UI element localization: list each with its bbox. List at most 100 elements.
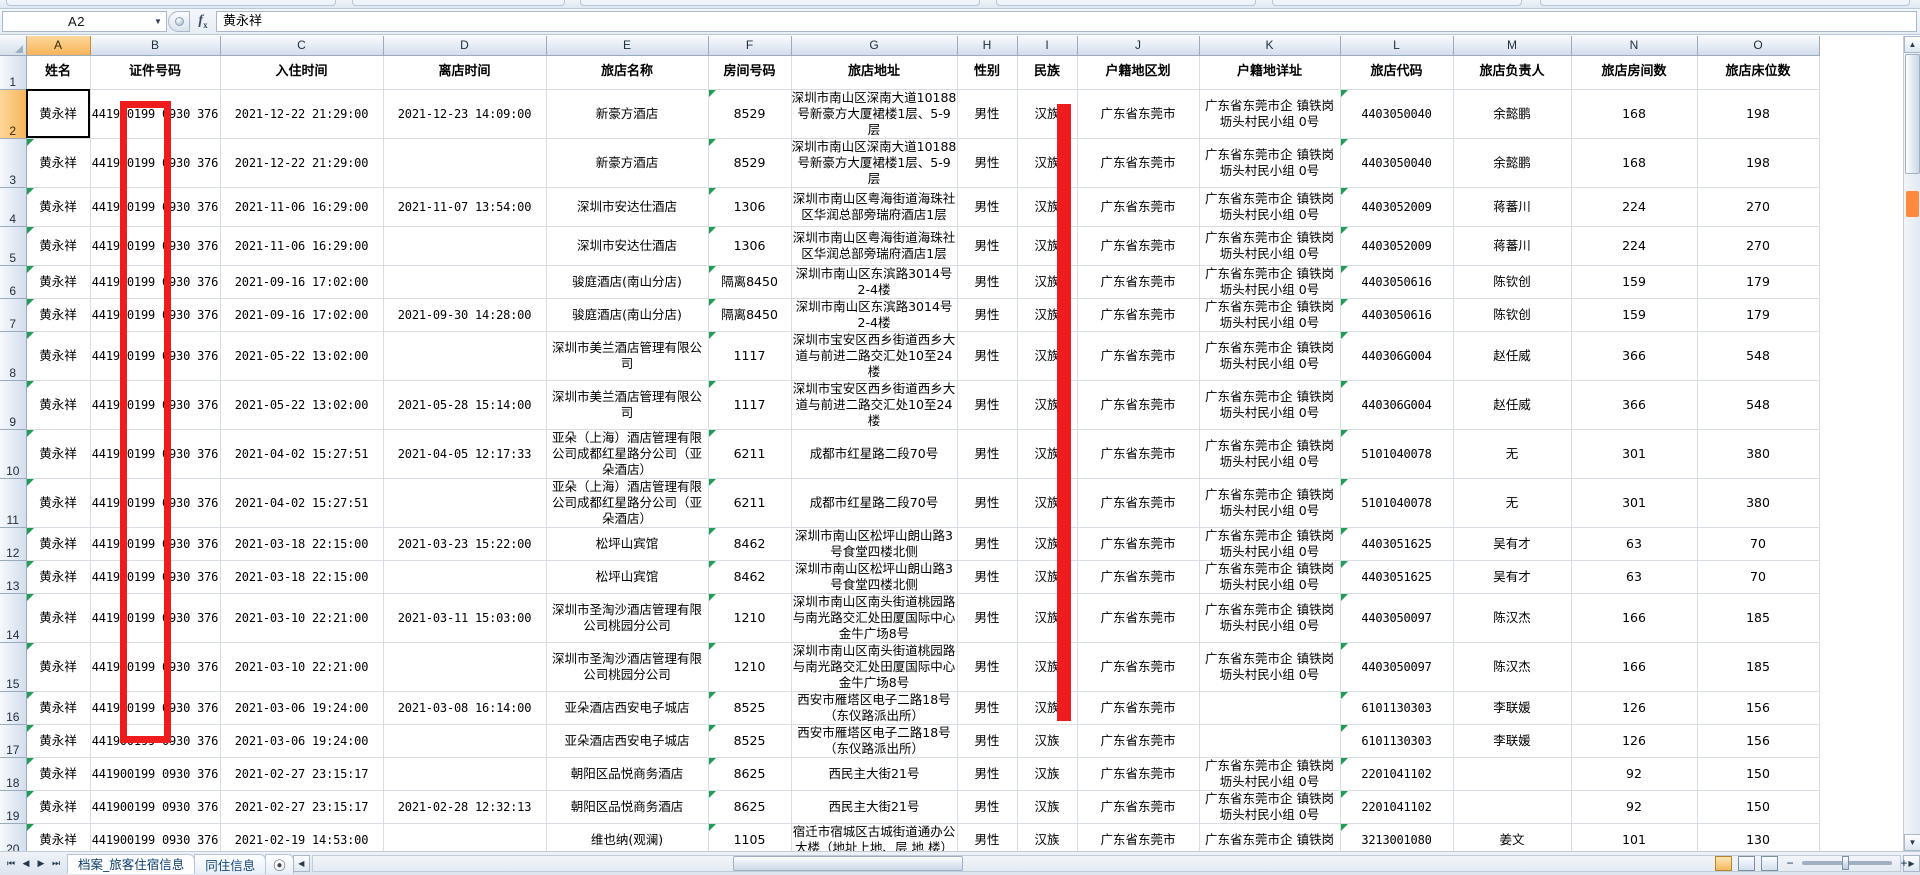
column-header-b[interactable]: B: [90, 36, 221, 56]
column-title-j[interactable]: 户籍地区划: [1077, 55, 1200, 90]
cell-N17[interactable]: 126: [1571, 724, 1698, 758]
cell-O18[interactable]: 150: [1697, 757, 1820, 791]
cell-M17[interactable]: 李联媛: [1453, 724, 1572, 758]
cell-I11[interactable]: 汉族: [1017, 478, 1078, 528]
cell-O20[interactable]: 130: [1697, 823, 1820, 851]
cell-H2[interactable]: 男性: [957, 89, 1018, 139]
cell-N12[interactable]: 63: [1571, 527, 1698, 561]
cell-M5[interactable]: 蒋蕃川: [1453, 226, 1572, 266]
cell-J5[interactable]: 广东省东莞市: [1077, 226, 1200, 266]
cell-H16[interactable]: 男性: [957, 691, 1018, 725]
page-layout-view-icon[interactable]: [1738, 855, 1755, 871]
cell-L7[interactable]: 4403050616: [1340, 298, 1454, 332]
cell-G19[interactable]: 西民主大街21号: [791, 790, 958, 824]
cell-D7[interactable]: 2021-09-30 14:28:00: [383, 298, 547, 332]
cell-J13[interactable]: 广东省东莞市: [1077, 560, 1200, 594]
cell-G11[interactable]: 成都市红星路二段70号: [791, 478, 958, 528]
cell-M7[interactable]: 陈钦创: [1453, 298, 1572, 332]
cell-O16[interactable]: 156: [1697, 691, 1820, 725]
cell-B15[interactable]: 441900199 0930 376: [90, 642, 221, 692]
column-header-f[interactable]: F: [708, 36, 792, 56]
cell-H15[interactable]: 男性: [957, 642, 1018, 692]
cell-B8[interactable]: 441900199 0930 376: [90, 331, 221, 381]
cell-C8[interactable]: 2021-05-22 13:02:00: [220, 331, 384, 381]
row-header-1[interactable]: 1: [0, 55, 27, 90]
cell-L15[interactable]: 4403050097: [1340, 642, 1454, 692]
cell-I12[interactable]: 汉族: [1017, 527, 1078, 561]
cell-J8[interactable]: 广东省东莞市: [1077, 331, 1200, 381]
cell-O11[interactable]: 380: [1697, 478, 1820, 528]
column-title-e[interactable]: 旅店名称: [546, 55, 709, 90]
cell-B9[interactable]: 441900199 0930 376: [90, 380, 221, 430]
cell-L17[interactable]: 6101130303: [1340, 724, 1454, 758]
cell-M13[interactable]: 吴有才: [1453, 560, 1572, 594]
column-title-a[interactable]: 姓名: [26, 55, 91, 90]
cell-K8[interactable]: 广东省东莞市企 镇铁岗坜头村民小组 0号: [1199, 331, 1341, 381]
cell-L3[interactable]: 4403050040: [1340, 138, 1454, 188]
cell-C2[interactable]: 2021-12-22 21:29:00: [220, 89, 384, 139]
chevron-down-icon[interactable]: ▼: [154, 17, 162, 26]
cell-D3[interactable]: [383, 138, 547, 188]
cell-I20[interactable]: 汉族: [1017, 823, 1078, 851]
column-title-h[interactable]: 性别: [957, 55, 1018, 90]
column-header-k[interactable]: K: [1199, 36, 1341, 56]
cell-F8[interactable]: 1117: [708, 331, 792, 381]
sheet-tab-cohabitant-info[interactable]: 同住信息: [194, 853, 267, 874]
cell-D2[interactable]: 2021-12-23 14:09:00: [383, 89, 547, 139]
row-header-8[interactable]: 8: [0, 331, 27, 381]
cell-M2[interactable]: 余懿鹏: [1453, 89, 1572, 139]
cell-H5[interactable]: 男性: [957, 226, 1018, 266]
cell-I16[interactable]: 汉族: [1017, 691, 1078, 725]
cell-D8[interactable]: [383, 331, 547, 381]
cell-E20[interactable]: 维也纳(观澜): [546, 823, 709, 851]
cell-M8[interactable]: 赵任威: [1453, 331, 1572, 381]
cell-L6[interactable]: 4403050616: [1340, 265, 1454, 299]
cell-I19[interactable]: 汉族: [1017, 790, 1078, 824]
name-box[interactable]: A2 ▼: [2, 11, 167, 32]
cell-F18[interactable]: 8625: [708, 757, 792, 791]
cell-G4[interactable]: 深圳市南山区粤海街道海珠社区华润总部旁瑞府酒店1层: [791, 187, 958, 227]
cell-C20[interactable]: 2021-02-19 14:53:00: [220, 823, 384, 851]
cell-C16[interactable]: 2021-03-06 19:24:00: [220, 691, 384, 725]
cell-J2[interactable]: 广东省东莞市: [1077, 89, 1200, 139]
cell-I9[interactable]: 汉族: [1017, 380, 1078, 430]
cell-E3[interactable]: 新豪方酒店: [546, 138, 709, 188]
formula-bar-handle[interactable]: [168, 11, 190, 32]
column-header-h[interactable]: H: [957, 36, 1018, 56]
row-header-17[interactable]: 17: [0, 724, 27, 758]
cell-E10[interactable]: 亚朵（上海）酒店管理有限公司成都红星路分公司（亚朵酒店）: [546, 429, 709, 479]
cell-C11[interactable]: 2021-04-02 15:27:51: [220, 478, 384, 528]
horizontal-scrollbar[interactable]: [311, 855, 1901, 872]
cell-J12[interactable]: 广东省东莞市: [1077, 527, 1200, 561]
cell-E17[interactable]: 亚朵酒店西安电子城店: [546, 724, 709, 758]
cell-F9[interactable]: 1117: [708, 380, 792, 430]
cell-M15[interactable]: 陈汉杰: [1453, 642, 1572, 692]
cell-B7[interactable]: 441900199 0930 376: [90, 298, 221, 332]
row-header-5[interactable]: 5: [0, 226, 27, 266]
cell-F14[interactable]: 1210: [708, 593, 792, 643]
cell-L14[interactable]: 4403050097: [1340, 593, 1454, 643]
cell-M16[interactable]: 李联媛: [1453, 691, 1572, 725]
column-header-n[interactable]: N: [1571, 36, 1698, 56]
cell-M4[interactable]: 蒋蕃川: [1453, 187, 1572, 227]
cell-N7[interactable]: 159: [1571, 298, 1698, 332]
cell-O19[interactable]: 150: [1697, 790, 1820, 824]
cell-M3[interactable]: 余懿鹏: [1453, 138, 1572, 188]
sheet-nav-buttons[interactable]: ⏮ ◀ ▶ ⏭: [0, 859, 67, 869]
cell-B17[interactable]: 441900199 0930 376: [90, 724, 221, 758]
cell-O6[interactable]: 179: [1697, 265, 1820, 299]
cell-F10[interactable]: 6211: [708, 429, 792, 479]
cell-F2[interactable]: 8529: [708, 89, 792, 139]
cell-C7[interactable]: 2021-09-16 17:02:00: [220, 298, 384, 332]
cell-G3[interactable]: 深圳市南山区深南大道10188号新豪方大厦裙楼1层、5-9层: [791, 138, 958, 188]
column-title-f[interactable]: 房间号码: [708, 55, 792, 90]
cell-N18[interactable]: 92: [1571, 757, 1698, 791]
cell-K19[interactable]: 广东省东莞市企 镇铁岗坜头村民小组 0号: [1199, 790, 1341, 824]
cell-H3[interactable]: 男性: [957, 138, 1018, 188]
cell-D4[interactable]: 2021-11-07 13:54:00: [383, 187, 547, 227]
cell-F12[interactable]: 8462: [708, 527, 792, 561]
hscroll-left-button[interactable]: ◀: [292, 855, 310, 872]
cell-L19[interactable]: 2201041102: [1340, 790, 1454, 824]
cell-C13[interactable]: 2021-03-18 22:15:00: [220, 560, 384, 594]
